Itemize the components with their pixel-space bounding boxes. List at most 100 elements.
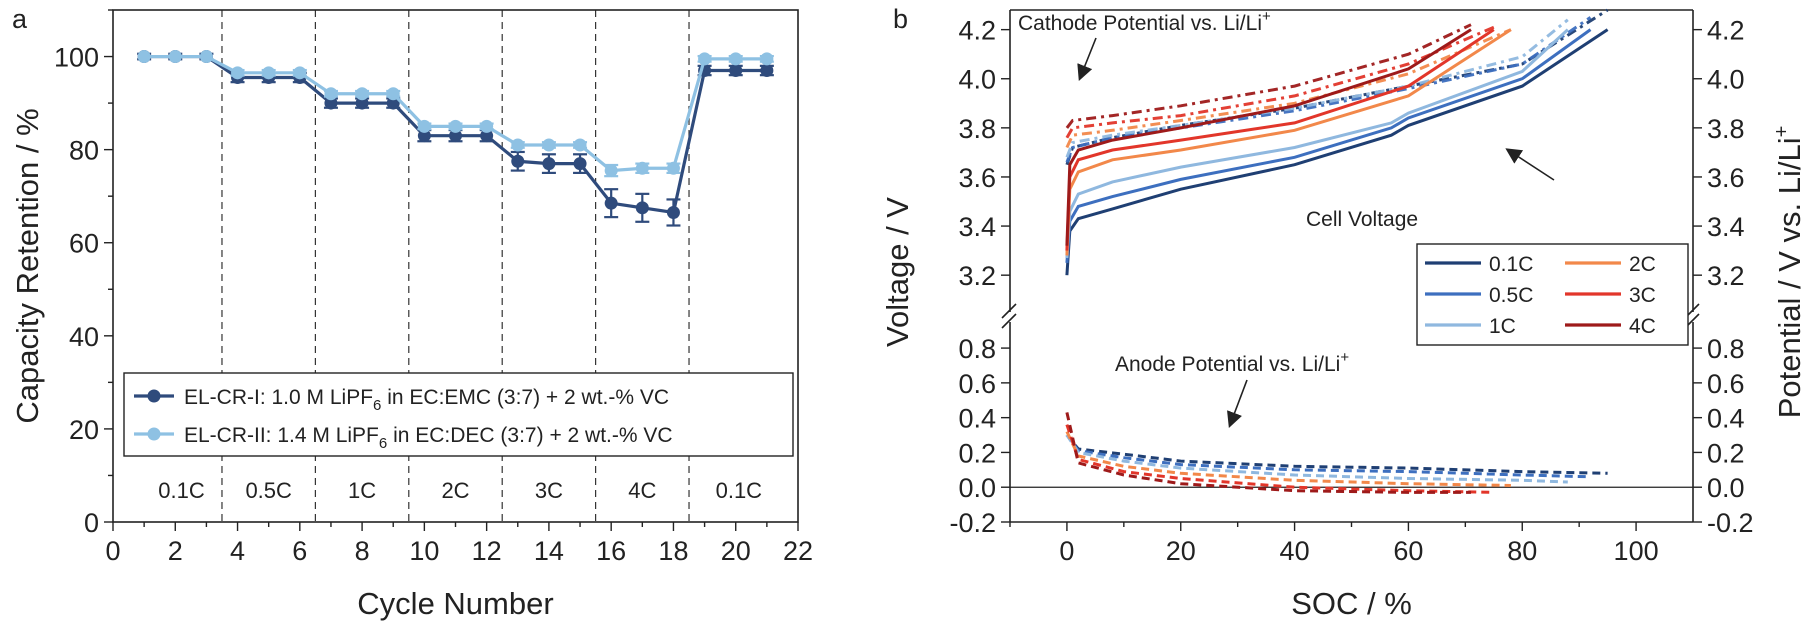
y-tick-label-right: 0.0: [1707, 473, 1745, 503]
cathode-potential-line: [1065, 18, 1569, 158]
data-point: [262, 66, 276, 80]
y-tick-label-left: 0.8: [958, 334, 996, 364]
anode-annotation-superscript: +: [1340, 349, 1349, 366]
data-point: [635, 201, 649, 215]
series-1: [137, 50, 774, 227]
data-point: [386, 96, 400, 110]
rate-label: 3C: [535, 478, 563, 503]
y-tick-label-left: 0.0: [958, 473, 996, 503]
y-tick-label-right: 3.6: [1707, 163, 1745, 193]
x-tick-label: 10: [409, 536, 439, 566]
panel-b: b 0 20 40 60 80 100 3.2 3.2 3.4 3.4 3.6 3.6 3.8 3.8 4.0…: [880, 4, 1807, 621]
cell-voltage-annotation-text: Cell Voltage: [1306, 208, 1418, 231]
y-tick-label-left: 3.8: [958, 114, 996, 144]
cell-voltage-line: [1065, 28, 1512, 256]
cell-voltage-line: [1065, 28, 1472, 246]
panel-a-letter: a: [12, 4, 28, 34]
cell-voltage-line: [1065, 28, 1495, 251]
anode-annotation: Anode Potential vs. Li/Li+: [1115, 349, 1349, 376]
cell-voltage-annotation: Cell Voltage: [1306, 208, 1418, 231]
x-tick-label: 2: [168, 536, 183, 566]
data-point: [542, 157, 556, 171]
data-point: [760, 52, 774, 66]
legend-label-suffix: in EC:EMC (3:7) + 2 wt.-% VC: [381, 386, 669, 409]
y-tick-label-left: 4.2: [958, 16, 996, 46]
data-point: [199, 50, 213, 64]
legend-swatch-marker: [147, 389, 161, 403]
anode-potential-line: [1065, 434, 1608, 475]
x-tick-label: 20: [1166, 536, 1196, 566]
data-point: [604, 164, 618, 178]
data-point: [698, 52, 712, 66]
data-point: [511, 138, 525, 152]
data-point: [355, 96, 369, 110]
series-2: [137, 50, 774, 178]
rate-label: 0.1C: [716, 478, 763, 503]
x-tick-label: 40: [1280, 536, 1310, 566]
y-tick-label: 20: [69, 415, 99, 445]
x-tick-label: 80: [1507, 536, 1537, 566]
y-axis-title-right-superscript: +: [1771, 126, 1793, 138]
data-point: [480, 119, 494, 133]
data-point: [511, 154, 525, 168]
x-tick-label: 8: [355, 536, 370, 566]
data-point: [231, 66, 245, 80]
y-tick-label-right: 3.8: [1707, 114, 1745, 144]
data-point: [417, 119, 431, 133]
data-point: [449, 119, 462, 133]
data-point: [542, 138, 556, 152]
data-point: [137, 50, 151, 64]
legend-label: EL-CR-I: 1.0 M LiPF: [184, 386, 373, 409]
x-tick-label: 100: [1614, 536, 1659, 566]
rate-label: 4C: [628, 478, 656, 503]
y-axis-title-left: Voltage / V: [880, 197, 915, 347]
y-tick-label-left: 0.6: [958, 369, 996, 399]
cathode-potential-line: [1065, 23, 1472, 129]
x-tick-label: 18: [658, 536, 688, 566]
data-point: [417, 129, 431, 143]
y-tick-label-right: 0.8: [1707, 334, 1745, 364]
panel-a: a 0.1C 0.5C 1C 2C 3C 4C 0.1C 0 2 4 6 8 10 12 14 16 18 20 22…: [10, 4, 813, 621]
x-axis-title: Cycle Number: [357, 586, 553, 621]
y-tick-label-right: 4.2: [1707, 16, 1745, 46]
rate-label: 0.5C: [245, 478, 292, 503]
y-tick-label-right: 4.0: [1707, 65, 1745, 95]
data-point: [293, 66, 307, 80]
cathode-potential-line: [1065, 16, 1592, 163]
legend-swatch-marker: [147, 427, 161, 441]
data-point: [355, 87, 369, 101]
cell-voltage-line: [1065, 28, 1592, 264]
y-tick-label: 60: [69, 229, 99, 259]
cell-voltage-line: [1065, 28, 1569, 259]
legend-entry-3C: 3C: [1629, 284, 1656, 307]
data-point: [729, 52, 743, 66]
anode-potential-line: [1065, 434, 1568, 484]
y-tick-label: 0: [84, 508, 99, 538]
cell-voltage-arrow: [1505, 148, 1555, 181]
y-tick-label-right: -0.2: [1707, 508, 1754, 538]
x-axis-title: SOC / %: [1291, 586, 1412, 621]
legend-entry-0.1C: 0.1C: [1489, 253, 1533, 276]
legend-entry: EL-CR-I: 1.0 M LiPF6 in EC:EMC (3:7) + 2…: [184, 386, 669, 414]
rate-label: 2C: [441, 478, 469, 503]
anode-annotation-text: Anode Potential vs. Li/Li: [1115, 353, 1340, 376]
x-tick-label: 22: [783, 536, 813, 566]
legend-entry-4C: 4C: [1629, 315, 1656, 338]
y-tick-label-left: 0.2: [958, 438, 996, 468]
x-tick-label: 4: [230, 536, 245, 566]
legend-label-subscript: 6: [379, 435, 387, 452]
legend-label-suffix: in EC:DEC (3:7) + 2 wt.-% VC: [387, 424, 672, 447]
y-tick-label-left: 4.0: [958, 65, 996, 95]
series-0.1C: [1065, 8, 1609, 475]
cathode-arrow: [1077, 37, 1097, 81]
x-tick-label: 6: [292, 536, 307, 566]
data-point: [573, 138, 587, 152]
data-point: [729, 64, 743, 78]
y-tick-label-right: 0.4: [1707, 404, 1745, 434]
data-point: [324, 96, 338, 110]
rate-label: 1C: [348, 478, 376, 503]
cathode-annotation-superscript: +: [1262, 8, 1271, 25]
y-axis-title-right: Potential / V vs. Li/Li+: [1771, 126, 1807, 419]
y-tick-label-left: 3.2: [958, 261, 996, 291]
